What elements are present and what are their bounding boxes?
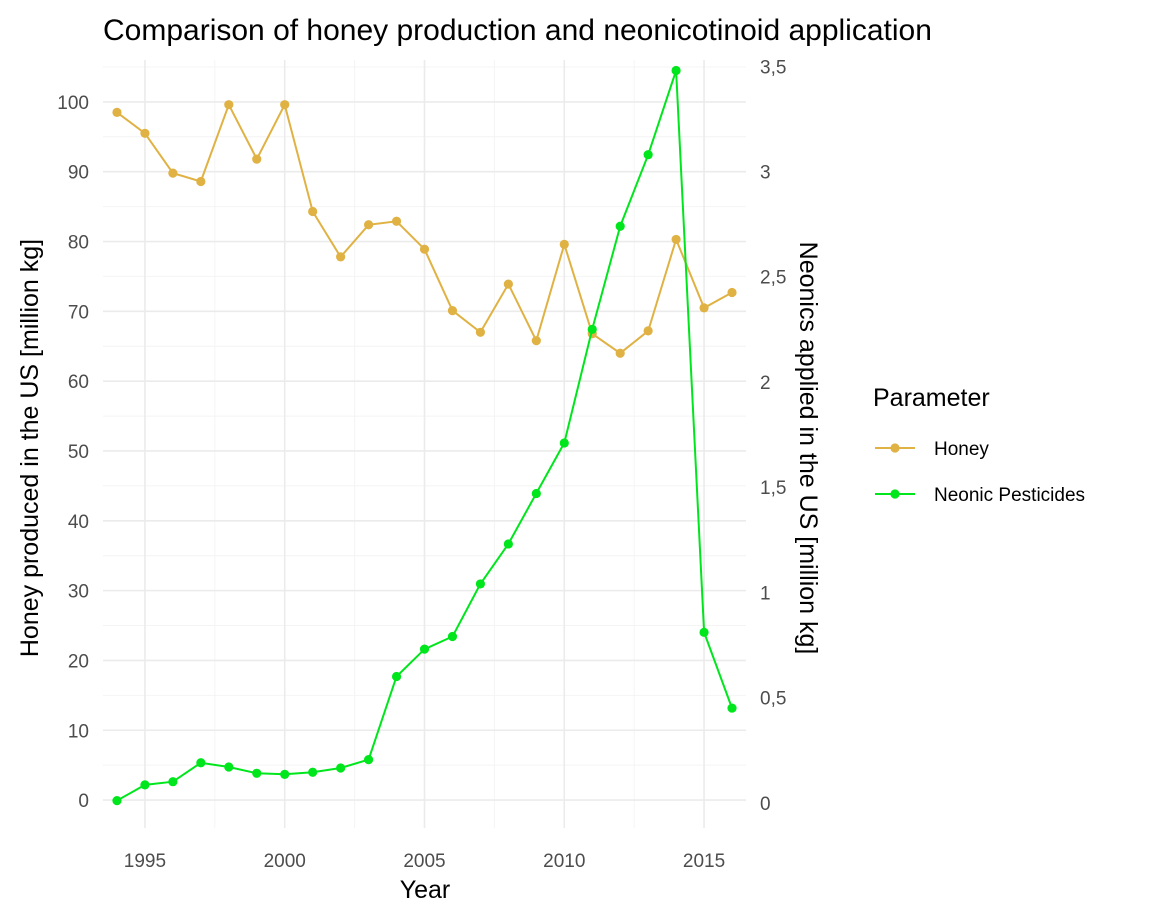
axes: 1995 2000 2005 2010 201501020304050607080901… [57,57,786,872]
neonic-pesticides-point [112,796,122,806]
y2-tick-label: 2,5 [760,268,786,289]
neonic-pesticides-point [336,763,346,773]
neonic-pesticides-point [391,671,402,682]
legend-key-point-honey [890,443,900,453]
y2-tick-label: 0,5 [760,689,786,710]
y-tick-label: 90 [68,163,89,184]
honey-point [140,128,150,138]
y2-tick-label: 3 [760,163,771,184]
honey-point [280,100,290,110]
neonic-pesticides-point [168,777,178,787]
neonic-pesticides-point [643,150,653,160]
y-tick-label: 100 [57,93,89,114]
chart-title: Comparison of honey production and neoni… [103,14,932,47]
neonic-pesticides-point [559,438,569,448]
honey-point [699,303,709,313]
neonic-pesticides-point [280,769,290,779]
honey-point [196,176,206,187]
honey-point [615,348,625,358]
honey-point [671,234,681,245]
x-tick-label: 2005 [403,851,445,872]
honey-point [336,252,346,262]
y2-tick-label: 2 [760,373,771,394]
neonic-pesticides-point [363,755,374,765]
x-tick-label: 2000 [264,851,306,872]
neonic-pesticides-point [475,579,486,589]
y-axis-title: Honey produced in the US [million kg] [16,239,44,657]
neonic-pesticides-point [308,767,318,777]
honey-point [391,216,402,226]
neonic-pesticides-point [447,631,458,642]
honey-point [475,327,486,337]
neonic-pesticides-point [727,703,737,713]
honey-point [308,206,318,217]
legend-label-honey: Honey [934,439,989,460]
grid [103,60,746,828]
neonic-pesticides-point [503,539,513,549]
y-tick-label: 20 [68,651,89,672]
y2-axis-title: Neonics applied in the US [million kg] [794,242,822,655]
honey-point [252,154,262,164]
honey-point [363,220,374,230]
y-tick-label: 0 [78,791,89,812]
neonic-pesticides-point [699,627,709,637]
honey-point [112,107,122,117]
honey-point [168,168,178,178]
x-tick-label: 2015 [683,851,725,872]
x-axis-title: Year [400,876,451,904]
honey-point [503,279,513,289]
y-tick-label: 10 [68,721,89,742]
honey-point [559,239,569,249]
x-tick-label: 2010 [543,851,585,872]
y2-tick-label: 3,5 [760,57,786,78]
x-tick-label: 1995 [124,851,166,872]
y-tick-label: 80 [68,233,89,254]
neonic-pesticides-point [419,644,430,654]
series-layer [112,65,737,806]
y-tick-label: 30 [68,582,89,603]
legend-key-point-neonic-pesticides [890,489,900,499]
honey-point [531,336,541,346]
legend-title: Parameter [873,384,990,412]
neonic-pesticides-point [671,65,681,76]
neonic-pesticides-point [140,780,150,790]
neonic-pesticides-point [531,488,541,499]
y-tick-label: 70 [68,302,89,323]
neonic-pesticides-point [224,762,234,772]
honey-point [224,100,234,110]
neonic-pesticides-point [587,324,597,334]
honey-point [727,287,737,298]
neonic-pesticides-point [252,768,262,778]
y2-tick-label: 1 [760,583,771,604]
y-tick-label: 60 [68,372,89,393]
honey-point [447,306,458,316]
neonic-pesticides-point [615,221,625,231]
y2-tick-label: 0 [760,794,771,815]
y-tick-label: 50 [68,442,89,463]
y-tick-label: 40 [68,512,89,533]
y2-tick-label: 1,5 [760,478,786,499]
honey-point [419,244,430,254]
neonic-pesticides-point [196,758,206,768]
legend-label-neonic-pesticides: Neonic Pesticides [934,485,1085,506]
honey-point [643,326,653,336]
legend: Parameter Honey Neonic Pesticides [873,384,1085,506]
